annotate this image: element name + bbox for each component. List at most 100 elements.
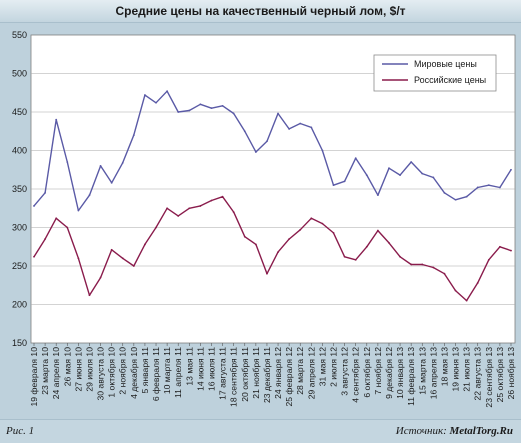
x-tick-label: 10 марта 11 bbox=[162, 347, 172, 394]
x-tick-label: 16 июля 11 bbox=[206, 347, 216, 391]
russian-prices-point bbox=[354, 258, 357, 261]
legend-label-world: Мировые цены bbox=[414, 59, 477, 69]
russian-prices-point bbox=[221, 195, 224, 198]
world-prices-point bbox=[476, 186, 479, 189]
russian-prices-point bbox=[310, 217, 313, 220]
russian-prices-point bbox=[421, 263, 424, 266]
y-tick-label-550: 550 bbox=[12, 30, 27, 40]
x-tick-label: 15 марта 13 bbox=[417, 347, 427, 395]
y-tick-label-350: 350 bbox=[12, 184, 27, 194]
x-tick-label: 29 июля 10 bbox=[84, 347, 94, 392]
world-prices-point bbox=[454, 198, 457, 201]
chart-title: Средние цены на качественный черный лом,… bbox=[115, 4, 406, 18]
x-tick-label: 30 августа 10 bbox=[96, 347, 106, 401]
world-prices-point bbox=[66, 161, 69, 163]
x-tick-label: 24 января 12 bbox=[273, 347, 283, 399]
world-prices-point bbox=[188, 109, 191, 112]
russian-prices-point bbox=[499, 245, 501, 248]
world-prices-point bbox=[443, 191, 446, 194]
x-tick-label: 28 марта 12 bbox=[295, 347, 305, 395]
world-prices-point bbox=[465, 195, 468, 198]
russian-prices-point bbox=[33, 255, 35, 258]
x-tick-label: 18 сентября 11 bbox=[229, 347, 239, 407]
russian-prices-point bbox=[465, 299, 468, 302]
russian-prices-point bbox=[110, 248, 113, 251]
russian-prices-point bbox=[266, 272, 268, 275]
y-tick-label-400: 400 bbox=[12, 146, 27, 156]
russian-prices-point bbox=[243, 235, 246, 238]
source-credit: Источник: MetalTorg.Ru bbox=[396, 425, 513, 437]
world-prices-point bbox=[155, 101, 157, 104]
source-name: MetalTorg.Ru bbox=[449, 425, 513, 437]
y-axis: 150 200 250 300 350 400 450 500 550 bbox=[12, 30, 27, 348]
x-tick-label: 14 июня 11 bbox=[195, 347, 205, 391]
world-prices-point bbox=[232, 112, 235, 115]
x-axis: 19 февраля 10 23 марта 10 24 апреля 10 26 м… bbox=[29, 343, 516, 408]
world-prices-point bbox=[166, 90, 169, 93]
world-prices-point bbox=[288, 128, 291, 130]
russian-prices-point bbox=[55, 217, 58, 220]
russian-prices-point bbox=[188, 207, 191, 210]
world-prices-point bbox=[332, 184, 335, 187]
source-label: Источник: bbox=[395, 425, 447, 437]
world-prices-point bbox=[277, 112, 279, 115]
russian-prices-point bbox=[376, 229, 379, 232]
x-tick-label: 13 мая 11 bbox=[184, 347, 194, 386]
world-prices-point bbox=[177, 111, 180, 113]
x-tick-label: 2 июля 12 bbox=[329, 347, 339, 387]
russian-prices-point bbox=[88, 294, 91, 297]
x-tick-label: 18 мая 13 bbox=[439, 347, 449, 386]
russian-prices-point bbox=[487, 258, 490, 261]
x-tick-label: 26 мая 10 bbox=[62, 347, 72, 386]
y-tick-label-450: 450 bbox=[12, 107, 27, 117]
x-tick-label: 25 февраля 12 bbox=[284, 347, 294, 407]
x-tick-label: 20 октября 11 bbox=[240, 347, 250, 402]
russian-prices-point bbox=[332, 231, 335, 234]
x-tick-label: 22 августа 13 bbox=[473, 347, 483, 401]
russian-prices-point bbox=[388, 242, 390, 244]
russian-prices-point bbox=[155, 226, 157, 229]
world-prices-point bbox=[299, 122, 302, 125]
world-prices-point bbox=[354, 157, 357, 160]
x-tick-label: 29 апреля 12 bbox=[306, 347, 316, 399]
world-prices-point bbox=[221, 104, 224, 107]
x-tick-label: 19 июня 13 bbox=[451, 347, 461, 392]
russian-prices-point bbox=[66, 226, 69, 229]
x-tick-label: 7 ноября 12 bbox=[373, 347, 383, 395]
x-tick-label: 1 октября 10 bbox=[107, 347, 117, 398]
world-prices-point bbox=[254, 151, 257, 153]
x-tick-label: 9 декабря 12 bbox=[384, 347, 394, 399]
x-tick-label: 10 января 13 bbox=[395, 347, 405, 399]
x-tick-label: 4 сентября 12 bbox=[351, 347, 361, 403]
world-prices-point bbox=[343, 180, 346, 183]
world-prices-point bbox=[88, 194, 91, 197]
y-tick-label-500: 500 bbox=[12, 69, 27, 79]
world-prices-point bbox=[121, 161, 124, 164]
world-prices-point bbox=[399, 174, 401, 177]
russian-prices-point bbox=[277, 251, 279, 254]
russian-prices-point bbox=[99, 276, 102, 279]
world-prices-point bbox=[77, 209, 80, 212]
x-tick-label: 26 ноября 13 bbox=[506, 347, 516, 400]
russian-prices-point bbox=[254, 243, 257, 246]
x-tick-label: 5 января 11 bbox=[140, 347, 150, 394]
russian-prices-point bbox=[343, 255, 346, 258]
russian-prices-point bbox=[199, 205, 202, 207]
x-tick-label: 23 марта 10 bbox=[40, 347, 50, 395]
russian-prices-point bbox=[44, 238, 46, 240]
y-tick-label-150: 150 bbox=[12, 338, 27, 348]
russian-prices-point bbox=[476, 282, 479, 284]
world-prices-point bbox=[510, 168, 512, 171]
figure-label: Рис. 1 bbox=[6, 425, 35, 437]
russian-prices-point bbox=[321, 222, 324, 225]
world-prices-point bbox=[499, 186, 501, 189]
russian-prices-point bbox=[166, 207, 169, 210]
russian-prices-point bbox=[288, 238, 291, 240]
world-prices-line bbox=[33, 90, 512, 212]
russian-prices-point bbox=[177, 215, 180, 217]
world-prices-point bbox=[421, 172, 424, 175]
series-lines bbox=[33, 90, 512, 302]
russian-prices-point bbox=[144, 243, 146, 246]
y-tick-label-200: 200 bbox=[12, 300, 27, 310]
